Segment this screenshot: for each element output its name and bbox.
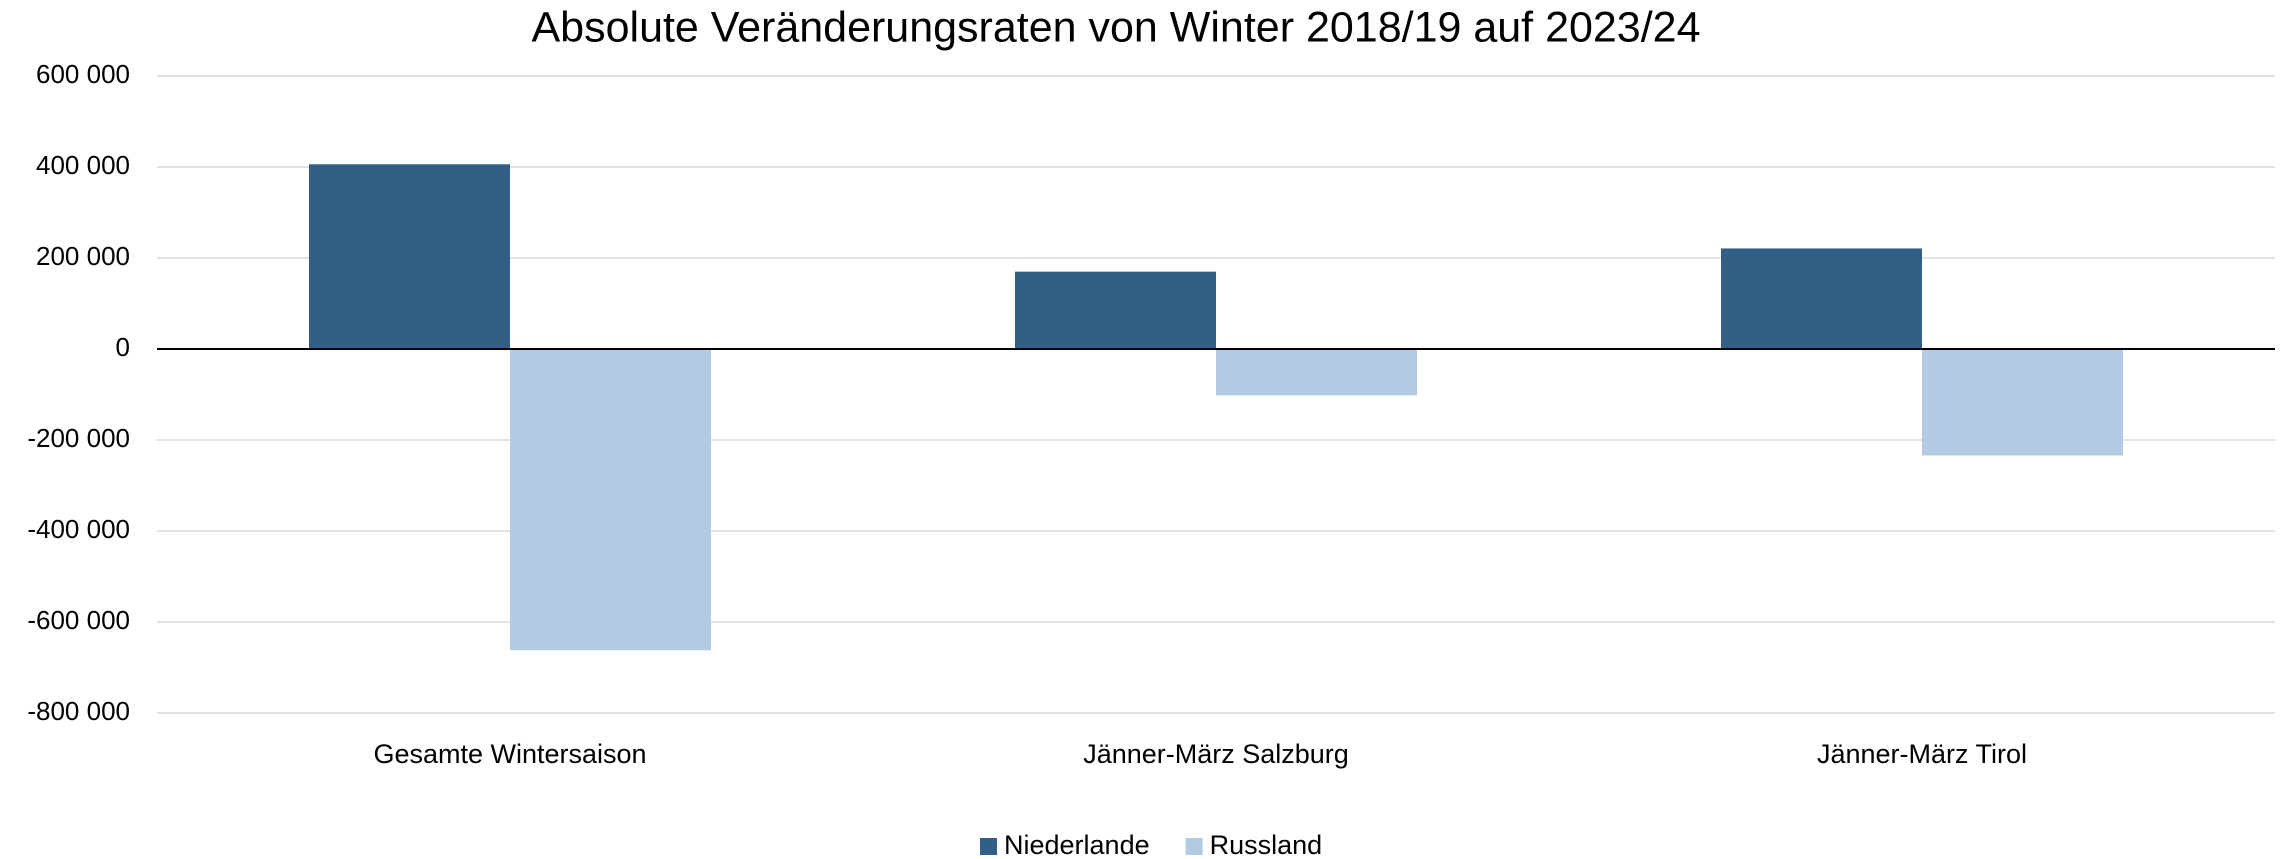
y-tick-label: -800 000	[27, 696, 130, 726]
bar	[1922, 349, 2123, 456]
bar	[309, 164, 510, 349]
bar	[510, 349, 711, 651]
y-tick-label: 400 000	[36, 150, 130, 180]
y-tick-label: -600 000	[27, 605, 130, 635]
chart-title: Absolute Veränderungsraten von Winter 20…	[532, 3, 1701, 51]
legend-swatch	[980, 838, 997, 855]
legend-label: Russland	[1210, 830, 1323, 859]
bar	[1721, 248, 1922, 349]
legend-swatch	[1185, 838, 1203, 855]
bar	[1216, 349, 1417, 396]
y-tick-label: -200 000	[27, 423, 130, 453]
bar	[1015, 271, 1216, 349]
x-tick-label: Jänner-März Tirol	[1817, 739, 2027, 769]
legend-label: Niederlande	[1004, 830, 1150, 859]
y-tick-label: 0	[116, 332, 130, 362]
x-tick-label: Jänner-März Salzburg	[1083, 739, 1349, 769]
y-tick-label: -400 000	[27, 514, 130, 544]
y-tick-label: 200 000	[36, 241, 130, 271]
y-tick-label: 600 000	[36, 59, 130, 89]
x-tick-label: Gesamte Wintersaison	[373, 739, 646, 769]
